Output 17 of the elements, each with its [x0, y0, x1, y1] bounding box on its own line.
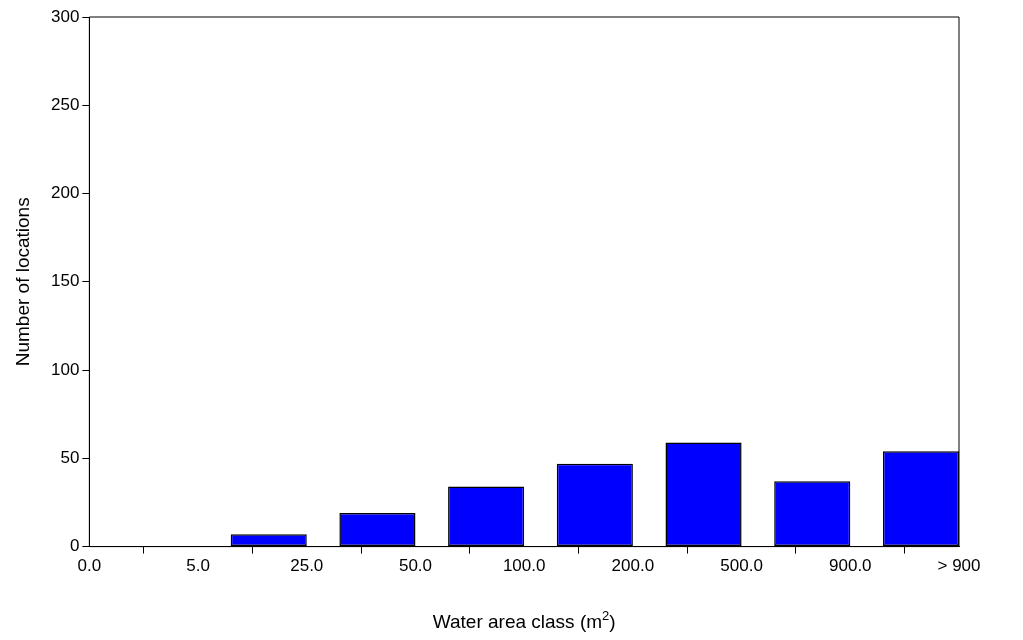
x-tick-label: 5.0: [186, 556, 210, 576]
y-tick-label: 0: [69, 536, 80, 556]
y-tick-label: 300: [50, 6, 80, 26]
y-tick-label: 150: [50, 271, 80, 291]
x-tick-label: > 900: [937, 556, 981, 576]
y-axis-title: Number of locations: [12, 197, 34, 367]
x-tick-label: 50.0: [398, 556, 433, 576]
y-tick-label: 100: [50, 359, 80, 379]
x-tick-label: 500.0: [720, 556, 763, 576]
x-tick-label: 100.0: [502, 556, 546, 576]
x-tick-label: 200.0: [611, 556, 655, 576]
x-tick-label: 900.0: [829, 556, 872, 576]
y-tick-label: 50: [60, 448, 80, 468]
x-tick-label: 25.0: [290, 556, 324, 576]
x-tick-label: 0.0: [77, 556, 102, 576]
y-tick-label: 200: [50, 183, 80, 203]
y-tick-label: 250: [50, 94, 80, 114]
